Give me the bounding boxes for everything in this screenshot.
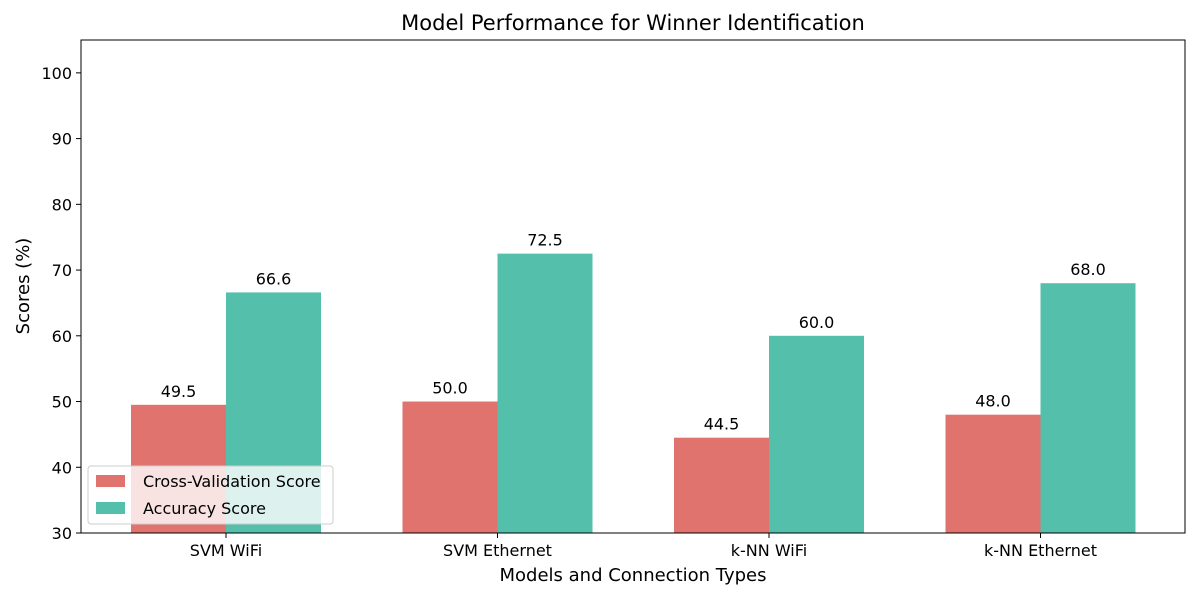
- y-tick-label: 80: [52, 195, 72, 214]
- bar-acc-1: [497, 253, 593, 533]
- y-tick-label: 70: [52, 261, 72, 280]
- y-tick-label: 60: [52, 327, 72, 346]
- data-label: 50.0: [432, 379, 468, 398]
- y-axis-label: Scores (%): [13, 238, 34, 335]
- data-label: 68.0: [1070, 260, 1106, 279]
- plot-frame: [80, 39, 1186, 534]
- data-label: 60.0: [799, 313, 835, 332]
- legend-label: Accuracy Score: [143, 499, 266, 518]
- bar-acc-3: [1040, 283, 1136, 533]
- x-tick-label: SVM WiFi: [190, 541, 262, 560]
- bar-cv-3: [945, 414, 1041, 533]
- bar-cv-2: [674, 437, 769, 533]
- legend-swatch: [96, 502, 125, 514]
- legend: Cross-Validation Score Accuracy Score: [87, 465, 334, 525]
- data-label: 72.5: [527, 231, 563, 250]
- y-tick-label: 30: [52, 524, 72, 543]
- y-tick-label: 100: [41, 64, 72, 83]
- y-tick-label: 50: [52, 393, 72, 412]
- chart-title: Model Performance for Winner Identificat…: [401, 11, 865, 35]
- x-tick-label: k-NN WiFi: [731, 541, 807, 560]
- data-label: 66.6: [256, 269, 292, 288]
- data-label: 44.5: [704, 415, 740, 434]
- bar-acc-2: [769, 335, 864, 533]
- y-tick-label: 40: [52, 458, 72, 477]
- y-tick-label: 90: [52, 130, 72, 149]
- data-label: 49.5: [161, 382, 197, 401]
- data-label: 48.0: [975, 392, 1011, 411]
- x-tick-label: SVM Ethernet: [443, 541, 552, 560]
- legend-swatch: [96, 475, 125, 487]
- legend-box: [87, 465, 334, 525]
- legend-label: Cross-Validation Score: [143, 472, 321, 491]
- x-tick-label: k-NN Ethernet: [984, 541, 1097, 560]
- bar-cv-1: [402, 401, 498, 533]
- x-axis-label: Models and Connection Types: [499, 565, 766, 586]
